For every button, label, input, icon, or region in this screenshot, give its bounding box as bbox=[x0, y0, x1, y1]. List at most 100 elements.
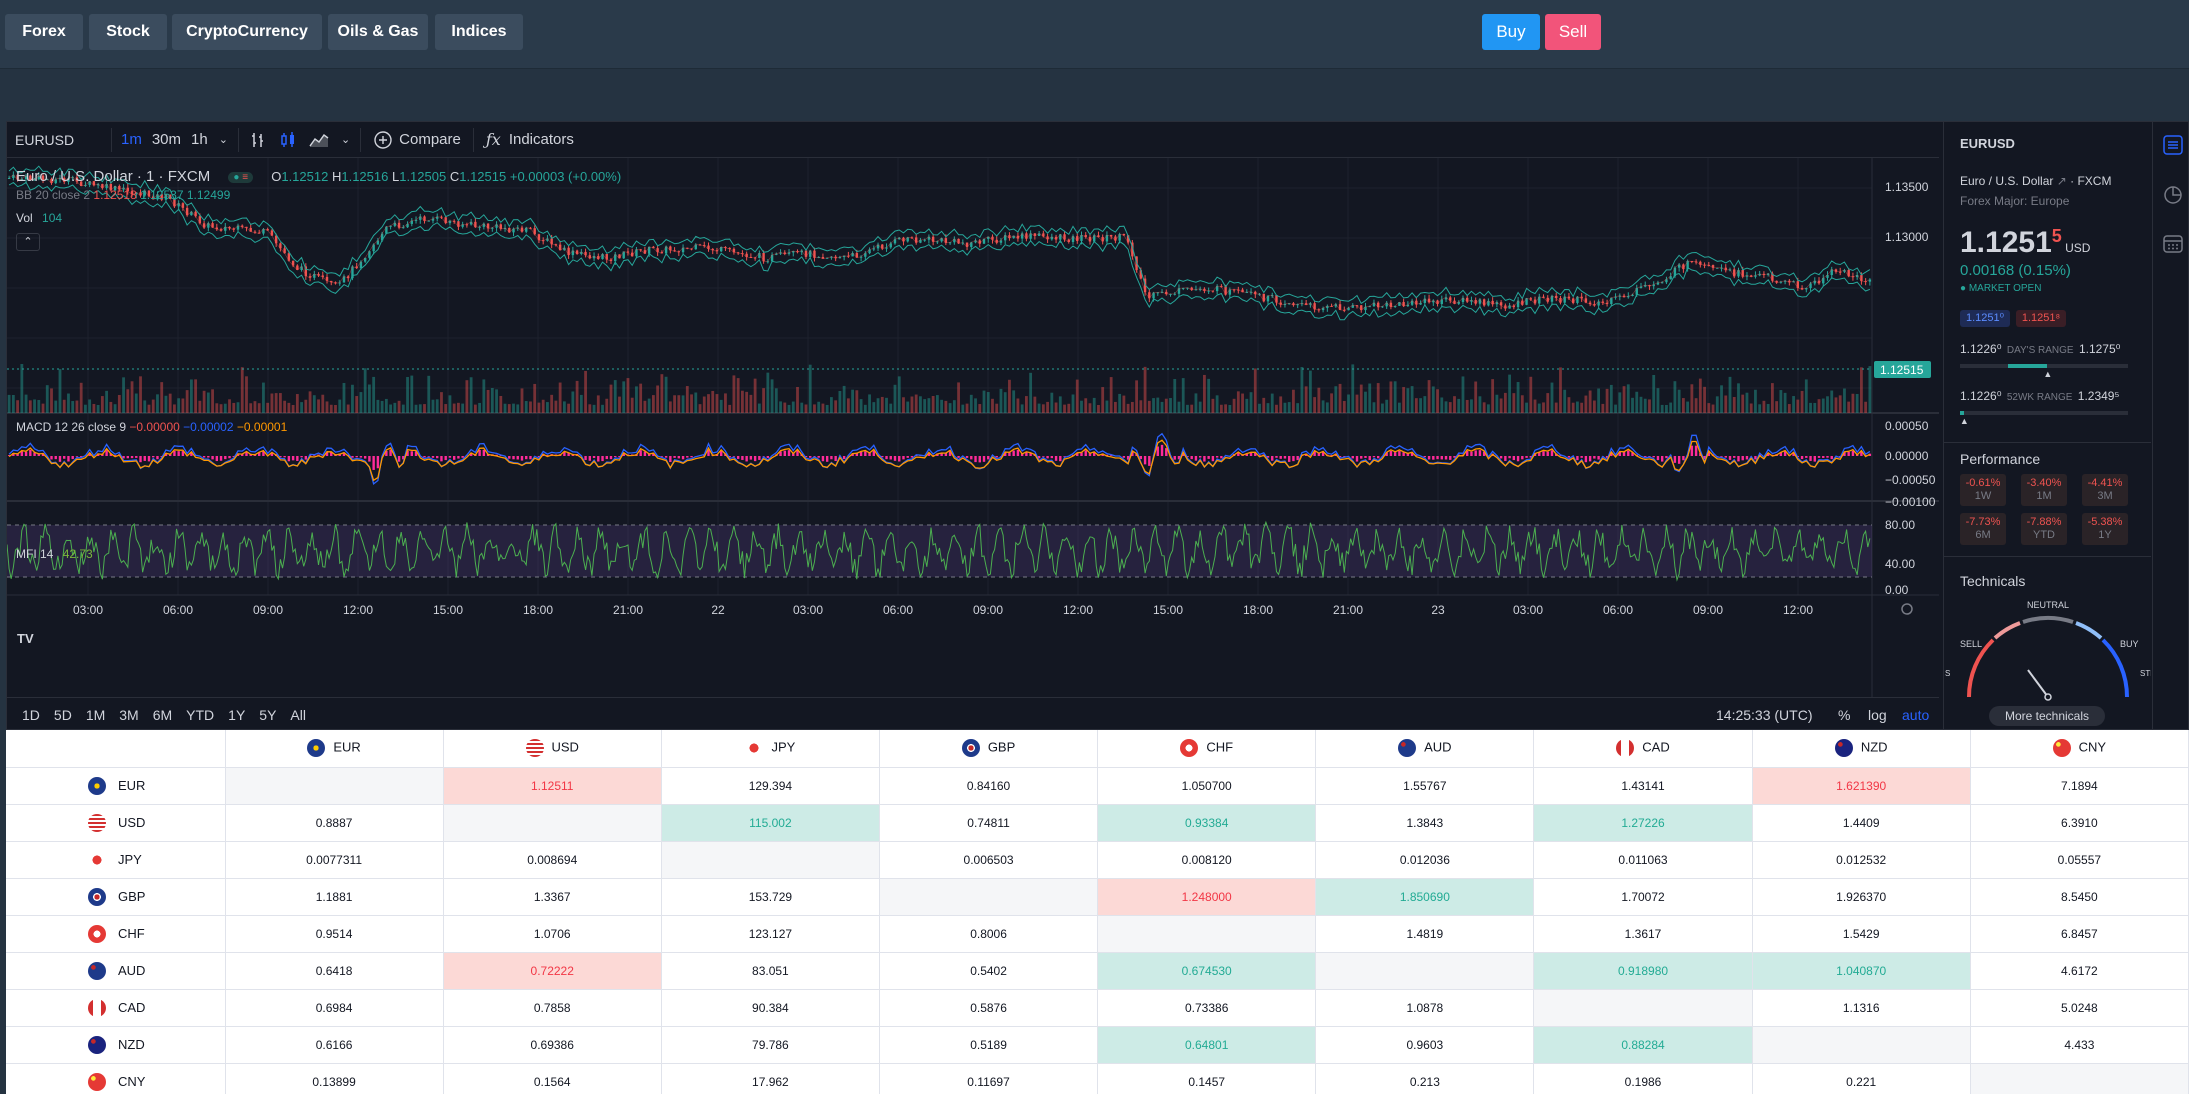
rate-cell[interactable]: 0.5402 bbox=[879, 952, 1099, 990]
rate-cell[interactable]: 17.962 bbox=[661, 1063, 880, 1094]
chart-area[interactable]: 1.13500 1.13000 1.12515 0.00050 0.00000 −0.00… bbox=[7, 158, 1939, 697]
column-header-aud[interactable]: AUD bbox=[1315, 730, 1535, 768]
range-6m[interactable]: 6M bbox=[152, 706, 173, 723]
rate-cell[interactable]: 4.433 bbox=[1970, 1026, 2189, 1064]
rate-cell[interactable]: 1.0706 bbox=[443, 915, 662, 953]
rate-cell[interactable]: 0.9514 bbox=[225, 915, 444, 953]
range-5y[interactable]: 5Y bbox=[259, 706, 277, 723]
interval-chevron-down-icon[interactable]: ⌄ bbox=[218, 134, 228, 146]
column-header-cad[interactable]: CAD bbox=[1533, 730, 1753, 768]
perf-1y[interactable]: -5.38% 1Y bbox=[2082, 513, 2128, 545]
rate-cell[interactable]: 1.248000 bbox=[1097, 878, 1317, 916]
more-technicals-button[interactable]: More technicals bbox=[1989, 706, 2105, 726]
rate-cell[interactable]: 153.729 bbox=[661, 878, 880, 916]
column-header-cny[interactable]: CNY bbox=[1970, 730, 2189, 768]
rate-cell[interactable]: 0.008120 bbox=[1097, 841, 1317, 879]
rate-cell[interactable]: 1.040870 bbox=[1752, 952, 1971, 990]
rate-cell[interactable]: 0.8006 bbox=[879, 915, 1099, 953]
rate-cell[interactable]: 0.6418 bbox=[225, 952, 444, 990]
rate-cell[interactable]: 115.002 bbox=[661, 804, 880, 842]
rate-cell[interactable]: 0.918980 bbox=[1533, 952, 1753, 990]
rate-cell[interactable]: 0.6166 bbox=[225, 1026, 444, 1064]
row-header-cny[interactable]: CNY bbox=[6, 1063, 226, 1094]
interval-30m[interactable]: 30m bbox=[151, 131, 182, 148]
rate-cell[interactable]: 1.43141 bbox=[1533, 767, 1753, 805]
chart-type-chevron-down-icon[interactable]: ⌄ bbox=[340, 134, 351, 146]
rate-cell[interactable]: 0.213 bbox=[1315, 1063, 1535, 1094]
range-all[interactable]: All bbox=[290, 706, 306, 723]
rate-cell[interactable]: 129.394 bbox=[661, 767, 880, 805]
rate-cell[interactable]: 7.1894 bbox=[1970, 767, 2189, 805]
rate-cell[interactable]: 0.9603 bbox=[1315, 1026, 1535, 1064]
rate-cell[interactable]: 1.850690 bbox=[1315, 878, 1535, 916]
rate-cell[interactable]: 1.5429 bbox=[1752, 915, 1971, 953]
perf-ytd[interactable]: -7.88% YTD bbox=[2021, 513, 2067, 545]
interval-1m[interactable]: 1m bbox=[121, 131, 142, 148]
rate-cell[interactable]: 0.0077311 bbox=[225, 841, 444, 879]
perf-1w[interactable]: -0.61% 1W bbox=[1960, 474, 2006, 506]
perf-1m[interactable]: -3.40% 1M bbox=[2021, 474, 2067, 506]
rate-cell[interactable]: 1.70072 bbox=[1533, 878, 1753, 916]
rate-cell[interactable]: 0.64801 bbox=[1097, 1026, 1317, 1064]
rate-cell[interactable]: 0.8887 bbox=[225, 804, 444, 842]
column-header-nzd[interactable]: NZD bbox=[1752, 730, 1971, 768]
rate-cell[interactable]: 123.127 bbox=[661, 915, 880, 953]
rate-cell[interactable]: 0.221 bbox=[1752, 1063, 1971, 1094]
column-header-eur[interactable]: EUR bbox=[225, 730, 444, 768]
rate-cell[interactable]: 79.786 bbox=[661, 1026, 880, 1064]
range-ytd[interactable]: YTD bbox=[186, 706, 215, 723]
row-header-aud[interactable]: AUD bbox=[6, 952, 226, 990]
candles-icon[interactable] bbox=[273, 122, 303, 158]
rate-cell[interactable]: 0.73386 bbox=[1097, 989, 1317, 1027]
category-crypto-button[interactable]: CryptoCurrency bbox=[172, 14, 322, 50]
axis-settings-icon[interactable] bbox=[1901, 603, 1913, 615]
rate-cell[interactable]: 8.5450 bbox=[1970, 878, 2189, 916]
row-header-chf[interactable]: CHF bbox=[6, 915, 226, 953]
rate-cell[interactable]: 4.6172 bbox=[1970, 952, 2189, 990]
compare-button[interactable]: Compare bbox=[365, 122, 469, 158]
range-1y[interactable]: 1Y bbox=[228, 706, 246, 723]
rate-cell[interactable]: 1.3617 bbox=[1533, 915, 1753, 953]
row-header-gbp[interactable]: GBP bbox=[6, 878, 226, 916]
rate-cell[interactable]: 83.051 bbox=[661, 952, 880, 990]
rate-cell[interactable]: 1.621390 bbox=[1752, 767, 1971, 805]
category-stock-button[interactable]: Stock bbox=[89, 14, 167, 50]
rate-cell[interactable]: 1.12511 bbox=[443, 767, 662, 805]
row-header-eur[interactable]: EUR bbox=[6, 767, 226, 805]
indicators-button[interactable]: ƒx Indicators bbox=[478, 122, 582, 158]
column-header-jpy[interactable]: JPY bbox=[661, 730, 880, 768]
rate-cell[interactable]: 5.0248 bbox=[1970, 989, 2189, 1027]
rate-cell[interactable]: 0.1986 bbox=[1533, 1063, 1753, 1094]
rate-cell[interactable]: 0.69386 bbox=[443, 1026, 662, 1064]
auto-toggle[interactable]: auto bbox=[1902, 706, 1930, 723]
symbol-search[interactable]: EURUSD bbox=[15, 131, 75, 148]
bar-style-icon[interactable] bbox=[243, 122, 273, 158]
rate-cell[interactable]: 0.008694 bbox=[443, 841, 662, 879]
category-indices-button[interactable]: Indices bbox=[435, 14, 523, 50]
rate-cell[interactable]: 1.55767 bbox=[1315, 767, 1535, 805]
side-name[interactable]: Euro / U.S. Dollar bbox=[1960, 174, 2054, 188]
rate-cell[interactable]: 0.6984 bbox=[225, 989, 444, 1027]
calendar-icon[interactable] bbox=[2162, 232, 2184, 254]
category-forex-button[interactable]: Forex bbox=[5, 14, 83, 50]
perf-6m[interactable]: -7.73% 6M bbox=[1960, 513, 2006, 545]
rate-cell[interactable]: 6.3910 bbox=[1970, 804, 2189, 842]
rate-cell[interactable]: 0.11697 bbox=[879, 1063, 1099, 1094]
rate-cell[interactable]: 1.3367 bbox=[443, 878, 662, 916]
percent-toggle[interactable]: % bbox=[1838, 706, 1851, 723]
row-header-usd[interactable]: USD bbox=[6, 804, 226, 842]
rate-cell[interactable]: 0.012036 bbox=[1315, 841, 1535, 879]
column-header-usd[interactable]: USD bbox=[443, 730, 662, 768]
row-header-jpy[interactable]: JPY bbox=[6, 841, 226, 879]
range-3m[interactable]: 3M bbox=[119, 706, 139, 723]
rate-cell[interactable]: 0.1564 bbox=[443, 1063, 662, 1094]
rate-cell[interactable]: 1.4819 bbox=[1315, 915, 1535, 953]
perf-3m[interactable]: -4.41% 3M bbox=[2082, 474, 2128, 506]
rate-cell[interactable]: 1.1881 bbox=[225, 878, 444, 916]
rate-cell[interactable]: 0.13899 bbox=[225, 1063, 444, 1094]
rate-cell[interactable]: 1.4409 bbox=[1752, 804, 1971, 842]
rate-cell[interactable]: 0.72222 bbox=[443, 952, 662, 990]
rate-cell[interactable]: 0.674530 bbox=[1097, 952, 1317, 990]
rate-cell[interactable]: 0.93384 bbox=[1097, 804, 1317, 842]
rate-cell[interactable]: 0.006503 bbox=[879, 841, 1099, 879]
